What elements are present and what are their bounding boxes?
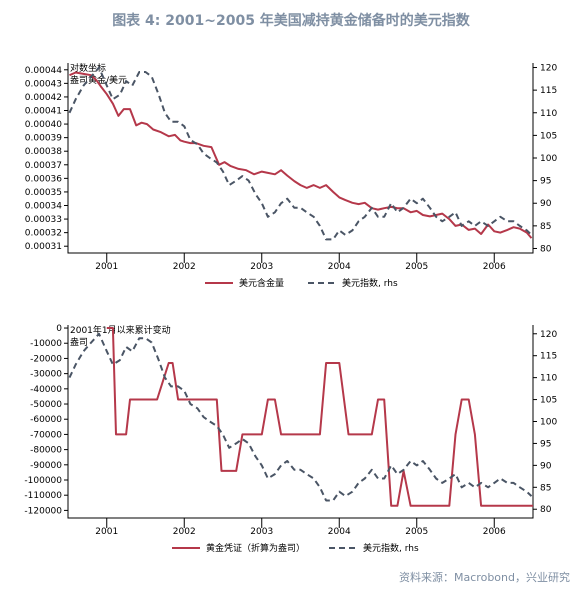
right-tick-label: 100	[540, 154, 557, 164]
x-tick-label: 2002	[173, 262, 196, 272]
left-tick-label: 0.00032	[25, 229, 62, 239]
page-title: 图表 4: 2001~2005 年美国减持黄金储备时的美元指数	[112, 13, 470, 29]
source-note: 资料来源：Macrobond，兴业研究	[399, 571, 570, 584]
legend-label: 黄金凭证（折算为盎司）	[206, 542, 305, 554]
left-tick-label: -110000	[24, 491, 62, 501]
plot-frame	[67, 325, 534, 519]
left-tick-label: 0	[56, 324, 62, 334]
left-tick-label: -100000	[24, 476, 62, 486]
right-tick-label: 120	[540, 64, 557, 74]
x-tick-label: 2003	[250, 527, 273, 537]
right-tick-label: 105	[540, 131, 557, 141]
left-tick-label: -10000	[30, 339, 62, 349]
right-tick-label: 95	[540, 177, 551, 187]
left-tick-label: 0.00042	[25, 93, 62, 103]
series-line-primary	[69, 71, 533, 239]
legend-label: 美元含金量	[239, 277, 284, 289]
x-tick-label: 2001	[95, 262, 118, 272]
x-tick-label: 2001	[95, 527, 118, 537]
right-tick-label: 105	[540, 396, 557, 406]
left-tick-label: 0.00036	[25, 174, 62, 184]
left-tick-label: -70000	[30, 430, 62, 440]
left-tick-label: -80000	[30, 446, 62, 456]
left-tick-label: -20000	[30, 354, 62, 364]
left-tick-label: 0.00033	[25, 215, 62, 225]
right-tick-label: 80	[540, 505, 552, 515]
axis-annotation: 盎司	[70, 336, 88, 348]
left-tick-label: -60000	[30, 415, 62, 425]
left-tick-label: 0.00040	[25, 120, 62, 130]
right-tick-label: 90	[540, 199, 552, 209]
left-tick-label: 0.00035	[25, 188, 62, 198]
left-tick-label: -40000	[30, 385, 62, 395]
left-tick-label: 0.00037	[25, 161, 62, 171]
left-tick-label: -90000	[30, 461, 62, 471]
left-tick-label: -50000	[30, 400, 62, 410]
left-tick-label: -120000	[24, 506, 62, 516]
right-tick-label: 110	[540, 109, 557, 119]
axis-annotation: 盎司黄金/美元	[70, 74, 127, 86]
series-line-dollar-index	[68, 332, 533, 502]
x-tick-label: 2004	[328, 527, 351, 537]
x-tick-label: 2004	[328, 262, 351, 272]
left-tick-label: 0.00043	[25, 79, 62, 89]
left-tick-label: 0.00039	[25, 134, 62, 144]
left-tick-label: 0.00041	[25, 107, 62, 117]
right-tick-label: 80	[540, 244, 552, 254]
right-tick-label: 95	[540, 439, 551, 449]
axis-annotation: 2001年1月以来累计变动	[70, 324, 171, 336]
x-tick-label: 2003	[250, 262, 273, 272]
left-tick-label: 0.00044	[25, 66, 62, 76]
chart-gold-content-vs-dollar-index: 0.00044 0.00043 0.00042 0.00041 0.00040 0.000…	[25, 62, 558, 289]
left-tick-label: 0.00038	[25, 147, 62, 157]
right-tick-label: 100	[540, 418, 557, 428]
chart-gold-certificates-vs-dollar-index: 0 -10000 -20000 -30000 -40000 -50000 -60000 -70…	[24, 324, 557, 554]
x-tick-label: 2002	[173, 527, 196, 537]
right-tick-label: 90	[540, 461, 552, 471]
right-tick-label: 85	[540, 222, 551, 232]
right-tick-label: 115	[540, 86, 557, 96]
x-tick-label: 2006	[483, 262, 506, 272]
legend-label: 美元指数, rhs	[342, 277, 398, 289]
x-tick-label: 2006	[483, 527, 506, 537]
right-tick-label: 110	[540, 374, 557, 384]
series-line-dollar-index	[68, 66, 533, 241]
right-tick-label: 120	[540, 330, 557, 340]
left-tick-label: 0.00031	[25, 242, 62, 252]
right-tick-label: 115	[540, 352, 557, 362]
x-tick-label: 2005	[405, 527, 428, 537]
legend-label: 美元指数, rhs	[363, 542, 419, 554]
left-tick-label: -30000	[30, 370, 62, 380]
left-tick-label: 0.00034	[25, 202, 62, 212]
x-tick-label: 2005	[405, 262, 428, 272]
right-tick-label: 85	[540, 483, 551, 493]
series-line-primary	[106, 327, 533, 507]
